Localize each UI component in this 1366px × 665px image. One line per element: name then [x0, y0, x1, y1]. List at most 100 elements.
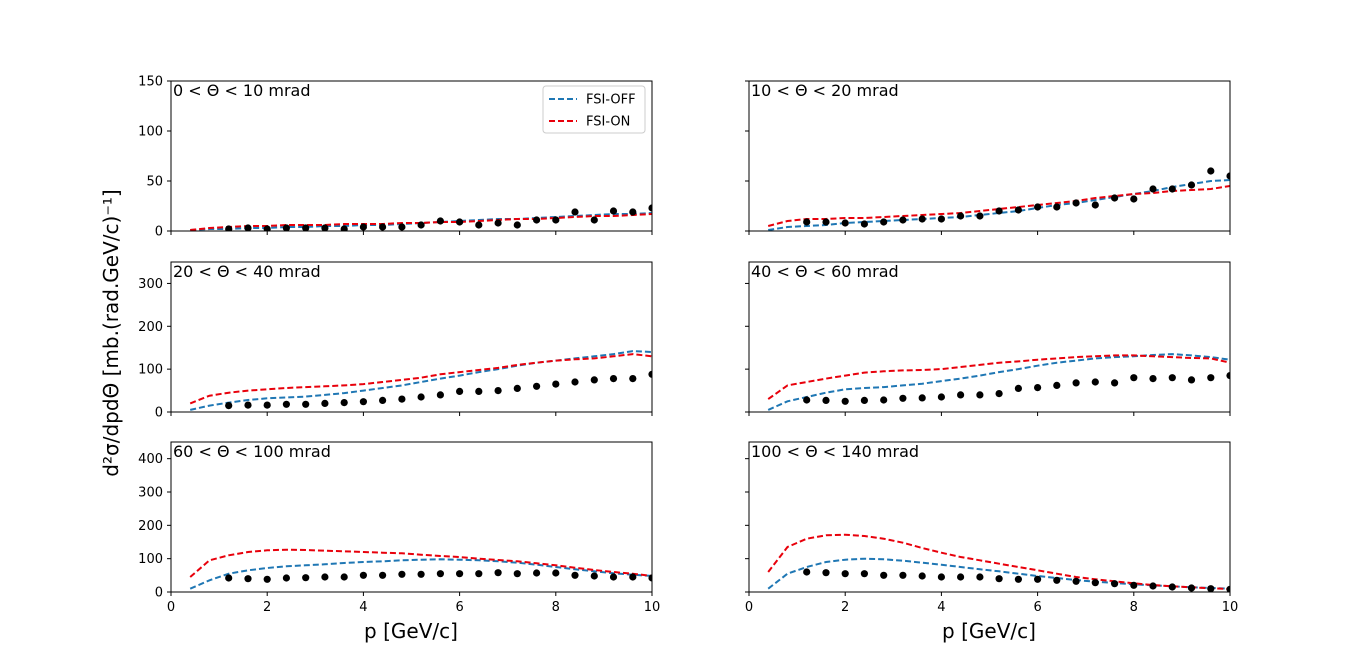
- data-point: [1111, 379, 1119, 387]
- data-point: [609, 207, 618, 215]
- data-point: [379, 396, 387, 404]
- data-point: [1091, 201, 1099, 209]
- data-point: [436, 391, 444, 399]
- data-point: [533, 216, 541, 224]
- x-axis-label-left: p [GeV/c]: [364, 619, 458, 643]
- data-point: [1072, 577, 1080, 585]
- y-tick-label: 100: [138, 363, 163, 378]
- data-point: [1014, 384, 1023, 392]
- data-point: [822, 218, 830, 226]
- data-point: [1226, 172, 1230, 180]
- data-point: [957, 391, 965, 399]
- data-point: [822, 396, 830, 404]
- data-point: [436, 217, 444, 225]
- data-point: [1091, 378, 1099, 386]
- data-point: [1091, 579, 1099, 587]
- data-point: [456, 570, 464, 578]
- y-axis-label: d²σ/dpdΘ [mb.(rad.GeV/c)⁻¹]: [99, 189, 123, 476]
- series-line-fsi-on: [767, 185, 1230, 227]
- data-point: [571, 571, 579, 579]
- plot-area: [767, 533, 1230, 592]
- data-point: [1226, 585, 1230, 592]
- data-point: [1130, 195, 1138, 203]
- data-point: [648, 204, 652, 212]
- data-point: [1111, 580, 1119, 588]
- series-line-fsi-off: [767, 557, 1230, 590]
- data-point: [995, 207, 1003, 215]
- data-point: [918, 572, 926, 580]
- data-point: [629, 573, 637, 581]
- data-point: [398, 570, 406, 578]
- data-point: [282, 574, 290, 582]
- data-point: [648, 574, 652, 582]
- data-point: [1187, 181, 1196, 189]
- data-point: [1034, 575, 1042, 583]
- data-point: [1053, 576, 1061, 584]
- x-tick-label: 4: [359, 600, 367, 615]
- data-point: [456, 387, 464, 395]
- legend: FSI-OFF FSI-ON: [542, 85, 646, 134]
- data-point: [340, 399, 348, 407]
- y-tick-label: 150: [138, 75, 163, 90]
- data-point: [860, 220, 869, 228]
- data-point: [1168, 185, 1176, 193]
- data-point: [475, 221, 483, 229]
- panel-title: 0 < Θ < 10 mrad: [173, 81, 311, 100]
- data-point: [552, 216, 560, 224]
- x-tick-label: 10: [644, 600, 661, 615]
- data-point: [282, 400, 290, 408]
- data-point: [976, 573, 984, 581]
- data-point: [1034, 384, 1042, 392]
- data-point: [1072, 379, 1080, 387]
- x-tick-label: 6: [455, 600, 463, 615]
- x-tick-label: 8: [552, 600, 560, 615]
- data-point: [571, 208, 579, 216]
- data-point: [995, 575, 1003, 583]
- data-point: [1014, 206, 1023, 214]
- y-tick-label: 100: [138, 552, 163, 567]
- data-point: [359, 571, 367, 579]
- data-point: [1168, 583, 1176, 591]
- data-point: [321, 224, 329, 231]
- plot-area: [767, 167, 1230, 231]
- y-tick-label: 0: [155, 225, 163, 240]
- data-point: [340, 225, 348, 231]
- legend-label: FSI-ON: [586, 115, 630, 130]
- data-point: [263, 225, 271, 231]
- series-line-fsi-on: [189, 548, 652, 578]
- data-point: [244, 575, 252, 583]
- legend-label: FSI-OFF: [586, 93, 636, 108]
- x-tick-label: 0: [167, 600, 175, 615]
- data-point: [609, 573, 618, 581]
- y-tick-label: 200: [138, 320, 163, 335]
- data-point: [552, 380, 560, 388]
- data-point: [513, 221, 521, 229]
- y-tick-label: 400: [138, 452, 163, 467]
- data-point: [571, 378, 579, 386]
- data-point: [860, 396, 869, 404]
- series-line-fsi-on: [189, 353, 652, 405]
- series-line-fsi-off: [767, 353, 1230, 411]
- data-point: [918, 394, 926, 402]
- data-point: [417, 393, 425, 401]
- data-point: [244, 401, 252, 409]
- data-point: [841, 219, 849, 227]
- series-line-fsi-off: [768, 179, 1230, 231]
- data-point: [1149, 582, 1157, 590]
- data-point: [976, 212, 984, 220]
- data-point: [648, 370, 652, 378]
- data-point: [1072, 199, 1080, 207]
- data-point: [899, 571, 907, 579]
- data-point: [1149, 185, 1157, 193]
- y-tick-label: 300: [138, 486, 163, 501]
- data-point: [533, 569, 541, 577]
- data-point: [533, 382, 541, 390]
- data-point: [590, 216, 598, 224]
- axes-frame: [748, 80, 1231, 232]
- data-point: [282, 224, 290, 231]
- x-tick-label: 2: [263, 600, 271, 615]
- data-point: [590, 572, 598, 580]
- data-point: [1168, 374, 1176, 382]
- data-point: [899, 394, 907, 402]
